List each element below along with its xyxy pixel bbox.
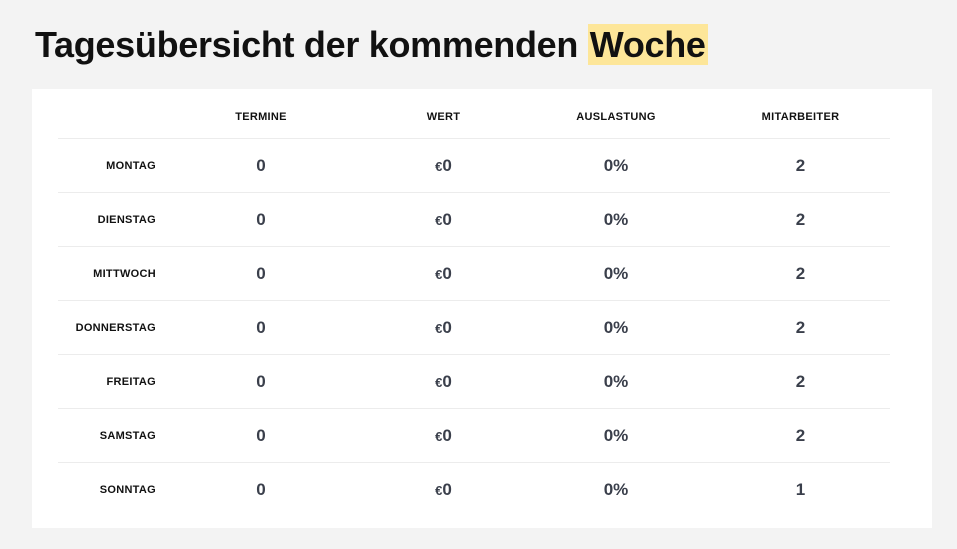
wert-value: €0 — [366, 426, 521, 446]
day-label: MITTWOCH — [93, 267, 156, 280]
currency-symbol: € — [435, 158, 443, 174]
weekly-overview-card: TERMINE WERT AUSLASTUNG MITARBEITER MONT… — [32, 89, 932, 528]
wert-amount: 0 — [442, 155, 452, 175]
wert-amount: 0 — [442, 263, 452, 283]
header-wert: WERT — [426, 110, 461, 123]
currency-symbol: € — [435, 320, 443, 336]
page-title: Tagesübersicht der kommenden Woche — [35, 22, 708, 68]
mitarbeiter-value: 1 — [795, 480, 806, 499]
weekly-overview-table: TERMINE WERT AUSLASTUNG MITARBEITER MONT… — [58, 89, 890, 517]
table-header-row: TERMINE WERT AUSLASTUNG MITARBEITER — [58, 89, 890, 139]
auslastung-value: 0% — [603, 425, 629, 445]
wert-value: €0 — [366, 210, 521, 230]
day-label: DIENSTAG — [97, 213, 156, 226]
day-label: MONTAG — [106, 159, 156, 172]
page-title-highlight: Woche — [587, 24, 708, 65]
mitarbeiter-value: 2 — [795, 209, 806, 229]
termine-value: 0 — [256, 425, 266, 445]
auslastung-value: 0% — [603, 480, 629, 499]
currency-symbol: € — [435, 374, 443, 390]
page-title-main: Tagesübersicht der kommenden — [35, 24, 579, 65]
auslastung-value: 0% — [603, 155, 629, 175]
mitarbeiter-value: 2 — [795, 425, 806, 445]
wert-value: €0 — [366, 318, 521, 338]
termine-value: 0 — [256, 317, 266, 337]
table-row: SONNTAG 0 €0 0% 1 — [58, 463, 890, 517]
table-row: MONTAG 0 €0 0% 2 — [58, 139, 890, 193]
auslastung-value: 0% — [603, 317, 629, 337]
auslastung-value: 0% — [603, 209, 629, 229]
table-row: FREITAG 0 €0 0% 2 — [58, 355, 890, 409]
wert-value: €0 — [366, 480, 521, 500]
header-mitarbeiter: MITARBEITER — [761, 110, 840, 123]
header-day — [58, 111, 156, 117]
wert-amount: 0 — [442, 480, 452, 499]
table-row: SAMSTAG 0 €0 0% 2 — [58, 409, 890, 463]
currency-symbol: € — [435, 428, 443, 444]
wert-value: €0 — [366, 156, 521, 176]
wert-amount: 0 — [442, 317, 452, 337]
day-label: SAMSTAG — [99, 429, 156, 442]
mitarbeiter-value: 2 — [795, 317, 806, 337]
mitarbeiter-value: 2 — [795, 371, 806, 391]
auslastung-value: 0% — [603, 371, 629, 391]
wert-amount: 0 — [442, 209, 452, 229]
currency-symbol: € — [435, 212, 443, 228]
header-auslastung: AUSLASTUNG — [576, 110, 656, 123]
header-termine: TERMINE — [235, 110, 287, 123]
table-row: DONNERSTAG 0 €0 0% 2 — [58, 301, 890, 355]
day-label: SONNTAG — [99, 484, 156, 496]
auslastung-value: 0% — [603, 263, 629, 283]
mitarbeiter-value: 2 — [795, 155, 806, 175]
currency-symbol: € — [435, 266, 443, 282]
termine-value: 0 — [256, 480, 266, 499]
table-row: MITTWOCH 0 €0 0% 2 — [58, 247, 890, 301]
currency-symbol: € — [435, 483, 443, 498]
day-label: FREITAG — [106, 375, 156, 388]
wert-amount: 0 — [442, 371, 452, 391]
termine-value: 0 — [256, 155, 266, 175]
termine-value: 0 — [256, 209, 266, 229]
mitarbeiter-value: 2 — [795, 263, 806, 283]
wert-amount: 0 — [442, 425, 452, 445]
termine-value: 0 — [256, 263, 266, 283]
termine-value: 0 — [256, 371, 266, 391]
table-row: DIENSTAG 0 €0 0% 2 — [58, 193, 890, 247]
day-label: DONNERSTAG — [75, 321, 156, 334]
wert-value: €0 — [366, 264, 521, 284]
wert-value: €0 — [366, 372, 521, 392]
